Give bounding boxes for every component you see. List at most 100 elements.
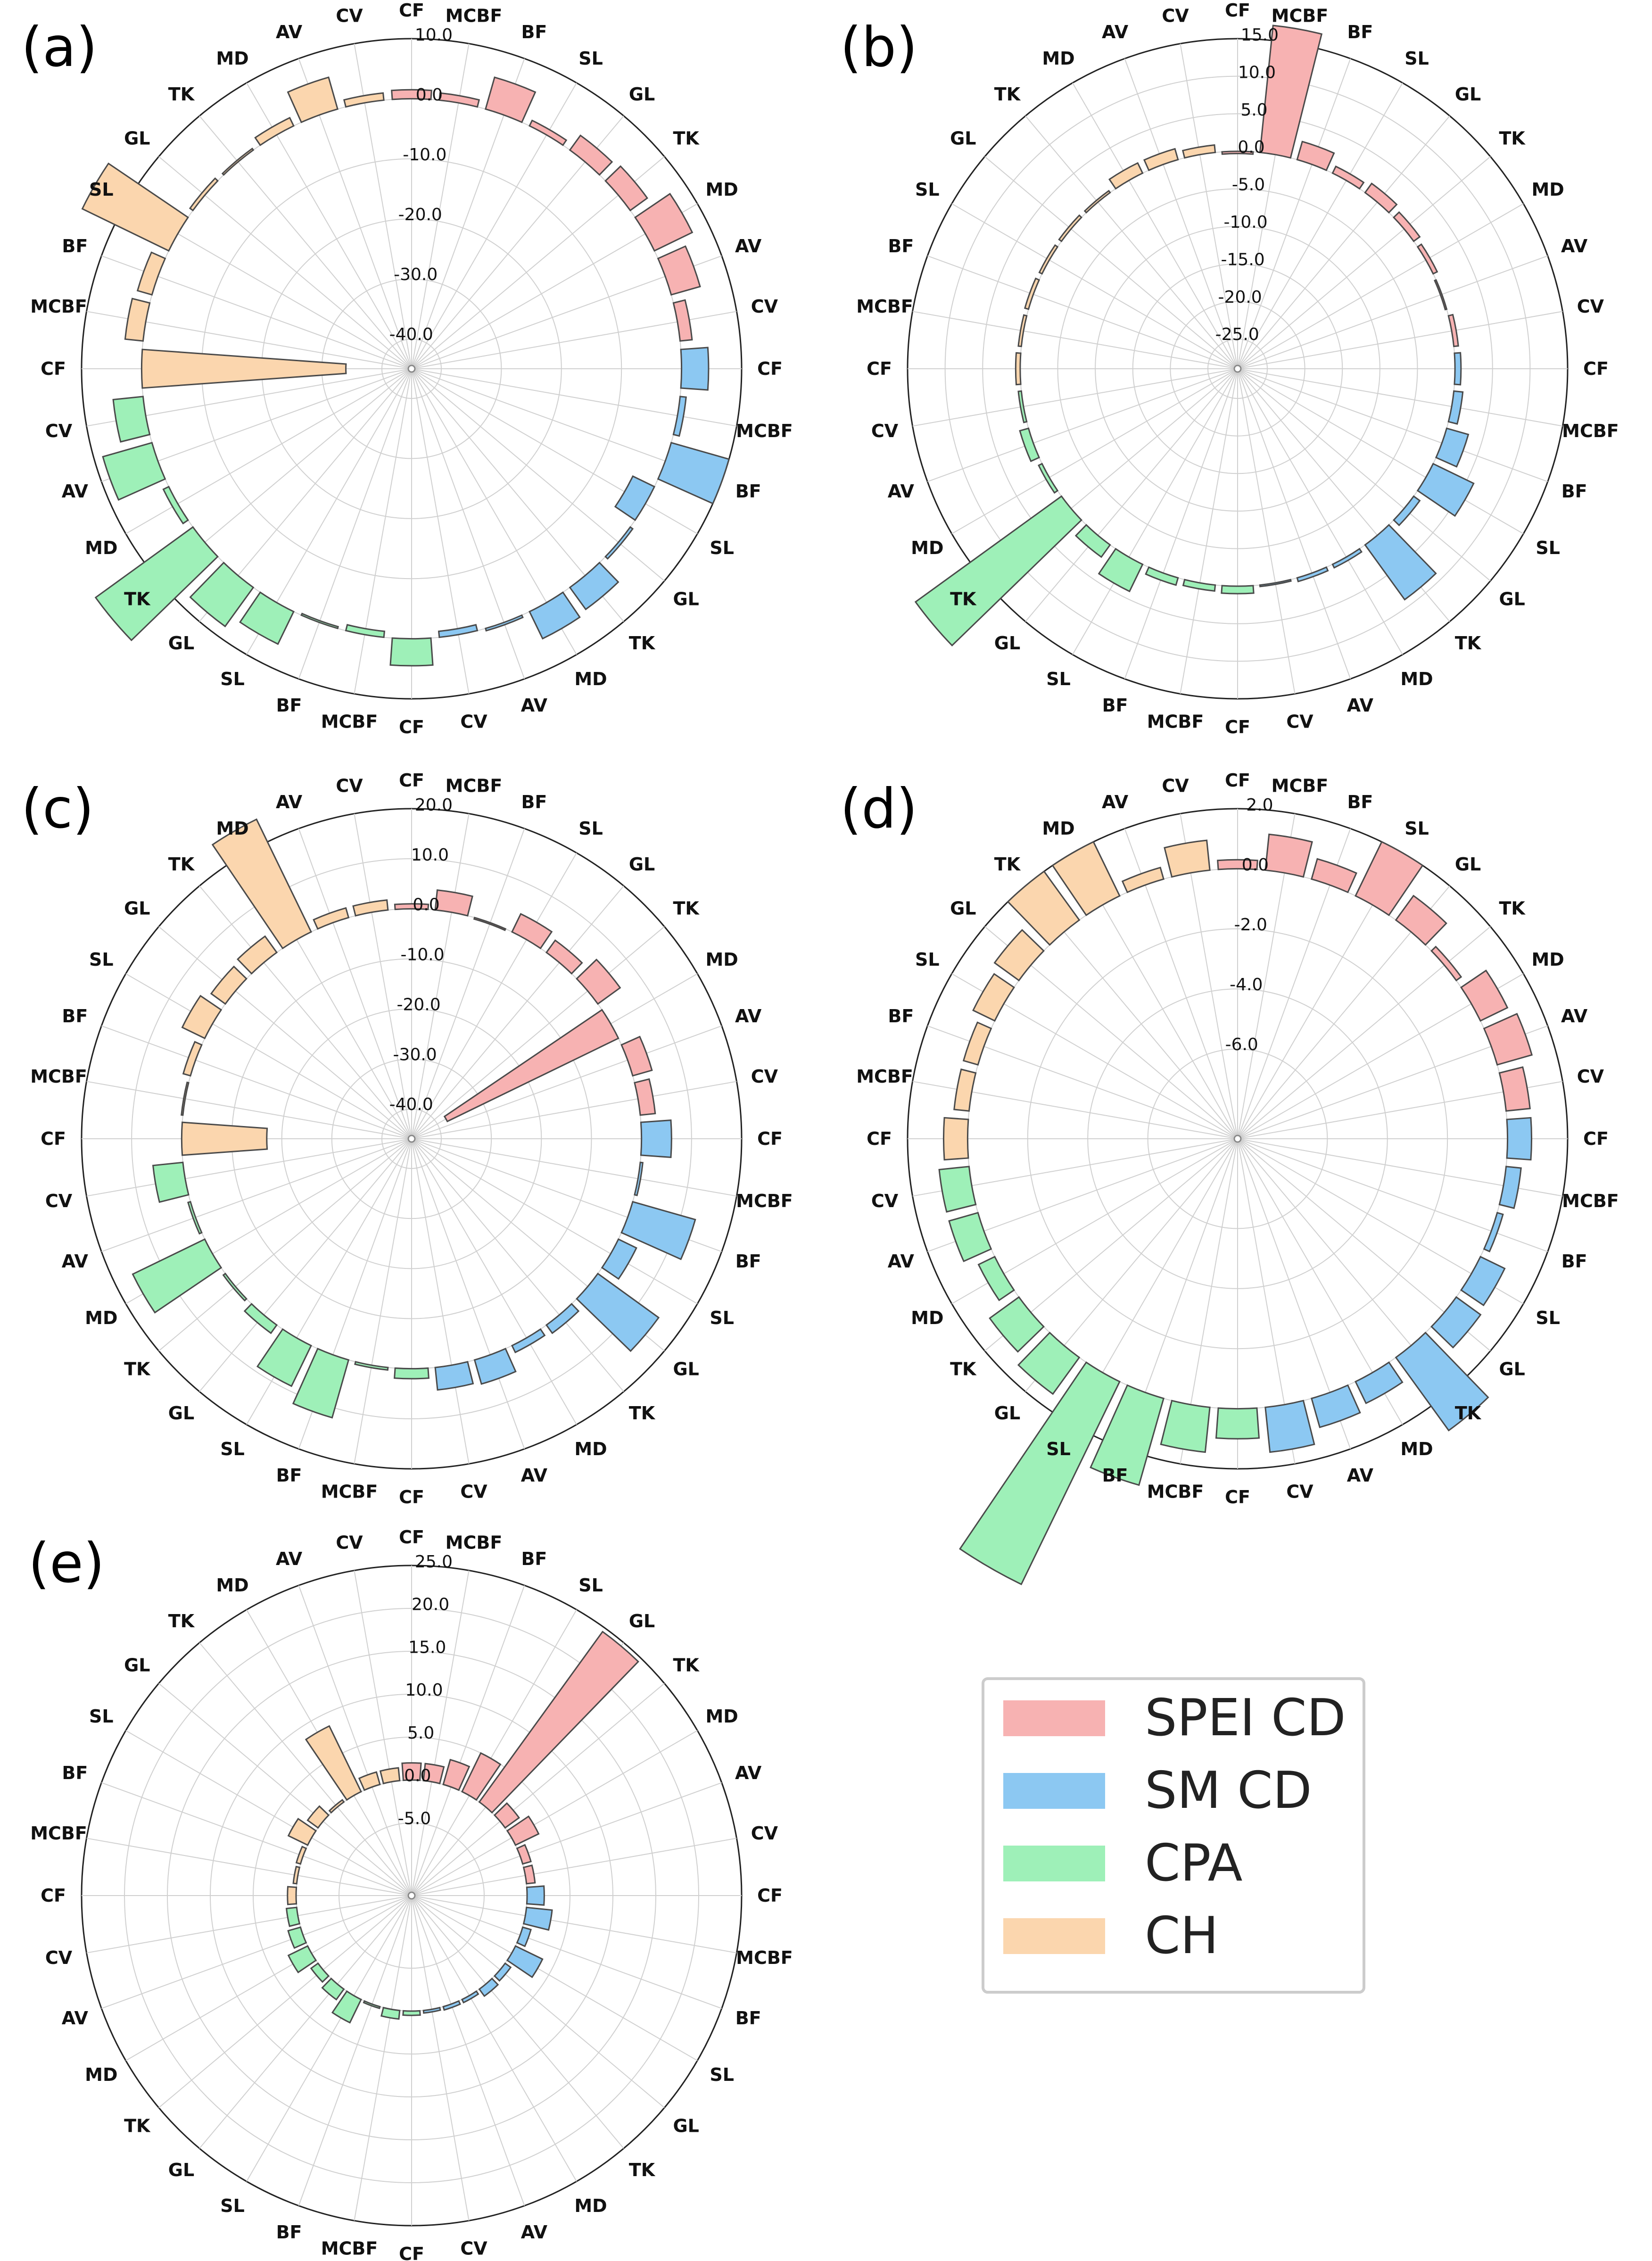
bar-cpa-bf (363, 2000, 381, 2009)
legend-label: CH (1145, 1906, 1219, 1965)
bar-spei-cd-cf (1221, 150, 1254, 155)
category-label: SL (1536, 538, 1560, 558)
grid-spoke (354, 1570, 412, 1892)
category-label: AV (1561, 236, 1588, 257)
bar-spei-cd-mcbf (434, 889, 473, 917)
category-label: MD (216, 1575, 248, 1596)
category-label: TK (124, 589, 151, 610)
bar-cpa-md (132, 1238, 223, 1314)
grid-spoke (1124, 58, 1237, 365)
polar-chart-d: (d) 2.0 0.0 -2.0 -4.0 -6.0 CF MCBF BF SL GL TK MD AV C… (840, 770, 1619, 1585)
grid-spoke (1025, 371, 1236, 622)
bar-spei-cd-cv (1498, 1066, 1531, 1112)
panel-label: (a) (21, 16, 98, 79)
bar-spei-cd-md (506, 1815, 540, 1846)
category-label: SL (220, 669, 245, 689)
bar-sm-cd-sl (614, 475, 656, 522)
category-label: SL (578, 48, 603, 69)
grid-spoke (101, 1139, 408, 1252)
category-label: TK (1455, 1403, 1482, 1424)
bar-sm-cd-md (511, 1328, 546, 1354)
category-label: CV (460, 711, 487, 732)
category-label: TK (168, 1611, 195, 1632)
category-label: GL (994, 633, 1020, 654)
grid-spoke (86, 1081, 408, 1139)
bar-sm-cd-bf (516, 1926, 532, 1947)
bar-spei-cd-cv (522, 1864, 536, 1885)
grid-spoke (912, 311, 1234, 369)
category-label: TK (629, 2160, 656, 2180)
grid-spoke (412, 373, 470, 694)
bar-sm-cd-md (461, 1990, 479, 2004)
category-label: MCBF (30, 1066, 87, 1087)
grid-spoke (414, 1140, 698, 1304)
bar-cpa-av (287, 1926, 307, 1949)
panel-label: (c) (21, 777, 94, 841)
legend-swatch (1003, 1846, 1105, 1881)
grid-spoke (158, 926, 409, 1137)
bar-sm-cd-gl (604, 526, 634, 560)
category-label: MD (1531, 949, 1564, 970)
bar-sm-cd-gl (576, 1272, 660, 1352)
category-label: AV (735, 1763, 762, 1783)
bar-spei-cd-cv (1447, 314, 1459, 348)
bar-cpa-tk (914, 495, 1082, 647)
category-label: CV (1286, 1481, 1313, 1502)
category-label: BF (521, 1549, 547, 1569)
bar-ch-md (211, 818, 312, 950)
bar-ch-mcbf (124, 298, 151, 342)
bar-ch-tk (1007, 870, 1081, 946)
category-label: BF (888, 1006, 914, 1027)
category-label: GL (168, 1403, 194, 1424)
bar-ch-mcbf (181, 1081, 190, 1116)
bar-cpa-cv (285, 1906, 301, 1927)
polar-chart-c: (c) 20.0 10.0 0.0 -10.0 -20.0 -30.0 -40.0 CF MCBF… (21, 770, 793, 1507)
radial-tick-label: -40.0 (389, 325, 433, 344)
category-label: MD (1531, 179, 1564, 200)
radial-tick-label: -20.0 (397, 995, 441, 1014)
bar-cpa-av (102, 442, 166, 501)
bar-sm-cd-gl (1430, 1296, 1482, 1349)
category-label: MD (85, 538, 117, 558)
category-label: AV (62, 1251, 89, 1272)
radial-tick-label: -5.0 (1232, 175, 1265, 195)
grid-spoke (101, 1782, 408, 1895)
bar-spei-cd-bf (473, 917, 507, 931)
category-label: SL (1404, 48, 1429, 69)
bar-cpa-gl (1074, 524, 1111, 558)
bar-spei-cd-gl (569, 134, 613, 176)
category-label: MCBF (856, 296, 913, 317)
bar-cpa-cv (152, 1161, 190, 1203)
category-label: CF (757, 1128, 783, 1149)
category-label: BF (521, 792, 547, 812)
category-label: CV (460, 1481, 487, 1502)
grid-spoke (1240, 371, 1491, 581)
category-label: TK (673, 1655, 700, 1675)
category-label: GL (950, 898, 976, 919)
grid-spoke (415, 1025, 722, 1138)
polar-chart-e: (e) 25.0 20.0 15.0 10.0 5.0 0.0 -5.0 CF MCBF BF SL G… (28, 1527, 793, 2261)
bar-ch-mcbf (292, 1865, 301, 1885)
category-label: MCBF (446, 6, 503, 26)
bar-cpa-sl (239, 591, 295, 645)
category-label: CF (1225, 717, 1250, 737)
bar-ch-cv (343, 92, 385, 108)
bar-ch-bf (182, 1041, 203, 1077)
radial-tick-label: 0.0 (1238, 138, 1264, 157)
grid-spoke (199, 1642, 410, 1893)
category-label: BF (888, 236, 914, 257)
category-label: AV (735, 236, 762, 257)
radial-tick-label: -10.0 (1223, 213, 1267, 232)
bar-sm-cd-sl (506, 1945, 544, 1979)
bar-ch-sl (1038, 244, 1059, 275)
category-label: GL (1499, 589, 1525, 610)
bar-ch-bf (136, 251, 166, 296)
bar-sm-cd-bf (620, 1201, 696, 1260)
grid-spoke (158, 1141, 409, 1351)
grid-spoke (415, 1081, 737, 1139)
bar-spei-cd-sl (1331, 165, 1365, 190)
center-marker (1233, 364, 1242, 373)
category-label: CV (336, 1532, 363, 1553)
category-label: SL (710, 538, 734, 558)
